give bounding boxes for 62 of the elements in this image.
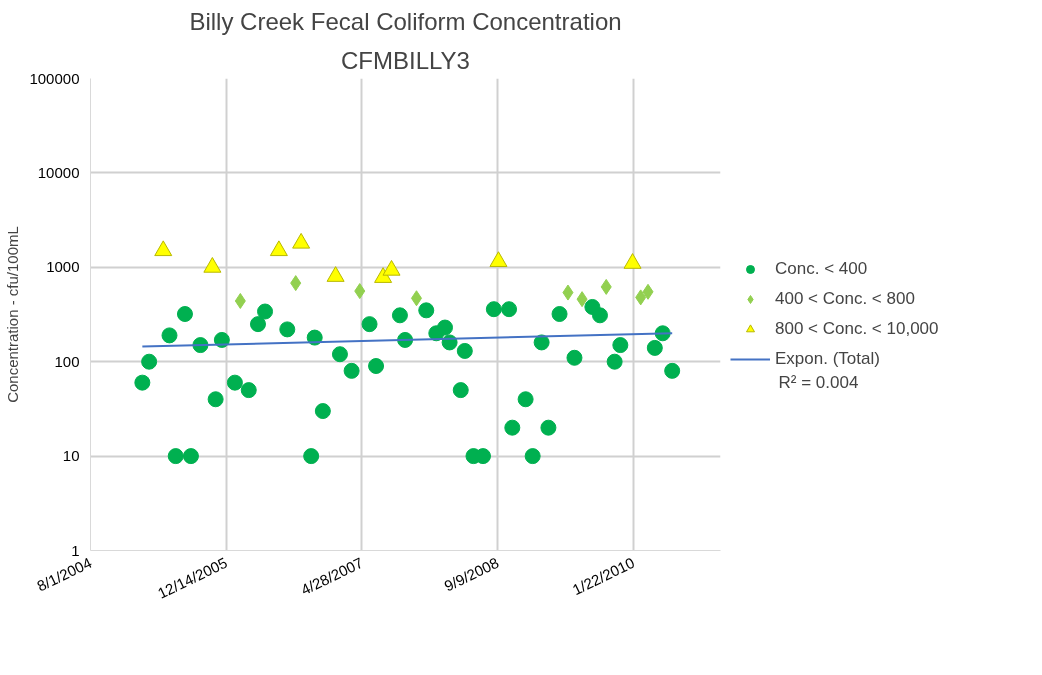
point	[368, 358, 385, 374]
point	[269, 240, 288, 257]
point	[646, 339, 663, 356]
point	[234, 292, 246, 309]
point	[664, 362, 681, 379]
point	[154, 240, 173, 257]
point	[517, 391, 534, 408]
point	[279, 321, 296, 338]
point	[361, 316, 378, 333]
y-tick-label: 1	[71, 541, 80, 559]
y-tick-label: 100	[54, 352, 80, 370]
legend-label: Expon. (Total)	[775, 349, 880, 369]
point	[566, 349, 583, 366]
point	[176, 306, 193, 322]
point	[354, 283, 366, 300]
point	[591, 307, 608, 324]
point	[207, 391, 224, 408]
point	[600, 278, 612, 295]
y-tick-label: 1000	[46, 258, 80, 276]
point	[551, 306, 568, 322]
point	[257, 303, 274, 320]
point	[533, 334, 550, 351]
legend-label: 400 < Conc. < 800	[775, 289, 915, 309]
legend-label: 800 < Conc. < 10,000	[775, 319, 939, 339]
point	[452, 382, 469, 399]
chart-subtitle: CFMBILLY3	[341, 46, 470, 74]
point	[410, 290, 422, 307]
point	[240, 382, 257, 399]
point	[504, 419, 521, 436]
point	[606, 353, 623, 370]
y-axis-title: Concentration - cfu/100mL	[4, 226, 22, 403]
point	[635, 289, 647, 306]
point	[290, 275, 302, 292]
point	[501, 301, 518, 318]
y-tick-label: 10	[62, 447, 80, 465]
point	[436, 319, 453, 336]
point	[343, 362, 360, 379]
point	[456, 342, 473, 359]
point	[485, 301, 502, 318]
point	[182, 448, 199, 465]
point	[134, 374, 151, 391]
legend-label: Conc. < 400	[775, 259, 868, 279]
y-tick-label: 10000	[37, 163, 80, 181]
point	[331, 346, 348, 363]
point	[161, 327, 178, 344]
point	[226, 374, 243, 391]
point	[418, 302, 435, 319]
point	[391, 307, 408, 324]
chart-title: Billy Creek Fecal Coliform Concentration	[189, 7, 622, 35]
point	[562, 284, 574, 301]
point	[249, 316, 266, 333]
point	[540, 419, 557, 436]
point	[576, 291, 588, 308]
point	[612, 337, 629, 354]
point	[141, 353, 158, 370]
point	[167, 448, 184, 465]
point	[642, 283, 654, 300]
point	[303, 448, 320, 465]
point	[314, 403, 331, 420]
point	[524, 448, 541, 465]
text: R² = 0.004	[778, 373, 859, 393]
y-tick-label: 100000	[29, 69, 80, 87]
